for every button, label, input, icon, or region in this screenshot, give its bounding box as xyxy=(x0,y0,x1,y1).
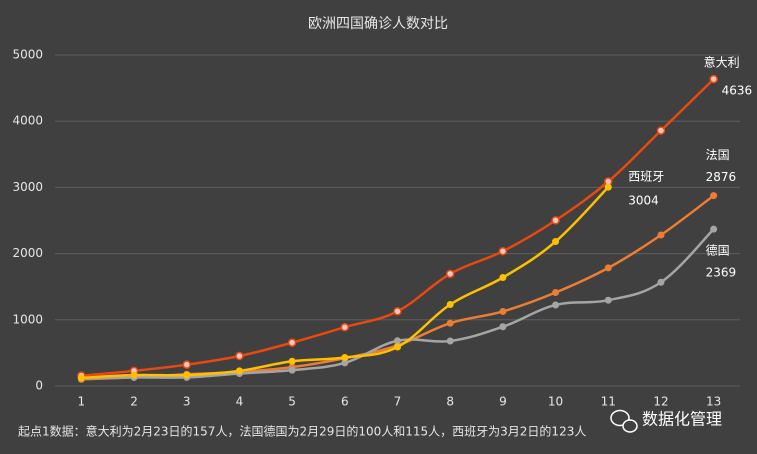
x-tick-label: 8 xyxy=(446,395,454,409)
data-point xyxy=(393,307,402,316)
y-tick-label: 5000 xyxy=(12,48,43,62)
data-point xyxy=(657,231,665,239)
data-label: 2876 xyxy=(706,170,737,184)
data-point xyxy=(235,367,243,375)
data-point xyxy=(394,343,401,351)
data-point xyxy=(340,322,350,332)
chart-title: 欧洲四国确诊人数对比 xyxy=(308,16,448,32)
data-point xyxy=(552,238,560,246)
x-tick-label: 4 xyxy=(236,395,244,409)
data-label: 2369 xyxy=(706,266,737,280)
data-point xyxy=(235,351,244,361)
x-tick-label: 1 xyxy=(78,395,86,409)
data-point xyxy=(287,338,297,347)
data-point xyxy=(499,323,507,331)
x-tick-label: 2 xyxy=(130,395,138,409)
y-tick-label: 1000 xyxy=(12,312,43,326)
note: 起点1数据：意大利为2月23日的157人，法国德国为2月29日的100人和115… xyxy=(18,424,586,439)
x-tick-label: 12 xyxy=(653,395,668,409)
data-point xyxy=(182,360,191,369)
y-tick-label: 3000 xyxy=(12,180,43,194)
data-point xyxy=(499,273,507,281)
x-tick-label: 11 xyxy=(601,395,616,409)
y-tick-label: 2000 xyxy=(12,246,43,260)
data-point xyxy=(656,126,666,135)
watermark-icon xyxy=(610,409,638,433)
watermark: 数据化管理 xyxy=(642,410,722,429)
data-point xyxy=(657,278,665,286)
data-point xyxy=(288,366,296,374)
series-line xyxy=(81,186,610,380)
data-point xyxy=(341,354,349,362)
x-tick-label: 9 xyxy=(499,395,507,409)
data-point xyxy=(604,264,612,272)
x-tick-label: 3 xyxy=(183,395,191,409)
data-point xyxy=(446,337,454,345)
y-tick-label: 0 xyxy=(35,379,43,393)
data-label: 3004 xyxy=(628,194,659,208)
data-point xyxy=(77,374,85,382)
data-point xyxy=(130,371,138,379)
data-point xyxy=(552,301,560,309)
data-point xyxy=(498,246,508,256)
data-point xyxy=(183,371,191,379)
data-point xyxy=(552,289,560,297)
data-point xyxy=(710,192,718,200)
y-tick-label: 4000 xyxy=(12,114,43,128)
data-point xyxy=(394,337,401,345)
series-label: 西班牙 xyxy=(628,170,664,184)
data-point xyxy=(604,183,612,191)
data-label: 4636 xyxy=(722,84,753,98)
x-tick-label: 5 xyxy=(288,395,296,409)
data-point xyxy=(710,225,718,233)
x-tick-label: 13 xyxy=(706,395,721,409)
x-tick-label: 7 xyxy=(394,395,402,409)
data-point xyxy=(551,216,560,225)
data-point xyxy=(445,269,455,279)
series-label: 德国 xyxy=(706,243,730,258)
data-point xyxy=(499,307,507,315)
x-tick-label: 6 xyxy=(341,395,349,409)
x-tick-label: 10 xyxy=(548,395,563,409)
series-label: 法国 xyxy=(706,148,730,162)
data-point xyxy=(446,319,454,327)
data-point xyxy=(341,359,349,367)
data-point xyxy=(446,301,454,309)
data-point xyxy=(604,296,612,304)
data-point xyxy=(709,74,718,84)
series-label: 意大利 xyxy=(704,55,740,70)
data-point xyxy=(288,357,296,365)
